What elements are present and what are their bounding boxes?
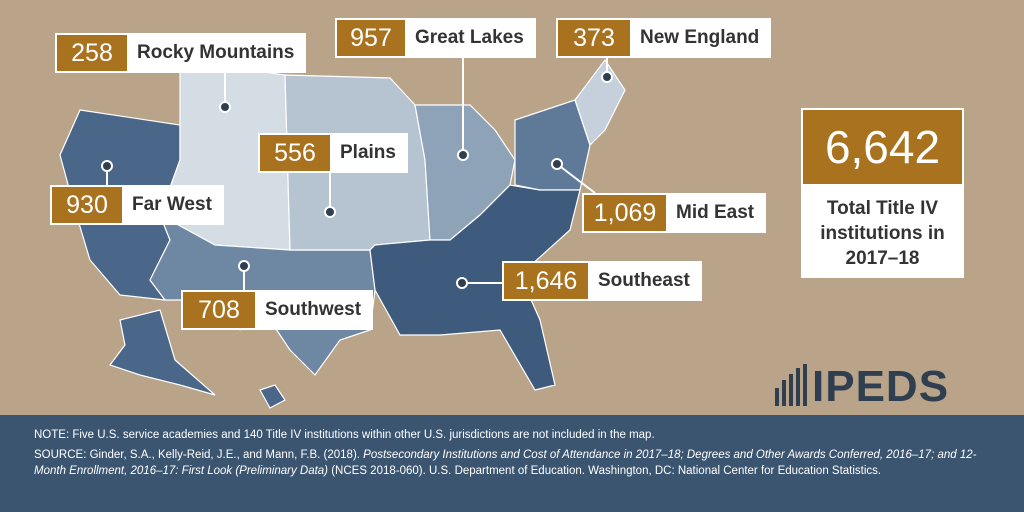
source-text: (NCES 2018-060). U.S. Department of Educ…	[328, 465, 882, 477]
region-name: Great Lakes	[405, 20, 534, 56]
region-label: 957 Great Lakes	[335, 18, 536, 58]
marker	[238, 260, 250, 272]
logo-bar	[775, 388, 779, 406]
marker	[456, 277, 468, 289]
source: SOURCE: Ginder, S.A., Kelly-Reid, J.E., …	[34, 447, 990, 479]
region-count: 930	[52, 187, 122, 223]
region-label: 1,646 Southeast	[502, 261, 702, 301]
region-name: Southwest	[255, 292, 372, 328]
logo-bar	[796, 368, 800, 406]
alaska	[109, 309, 216, 396]
region-count: 258	[57, 35, 127, 71]
marker	[324, 206, 336, 218]
new-england	[574, 58, 626, 147]
region-label: 930 Far West	[50, 185, 224, 225]
region-count: 556	[260, 135, 330, 171]
logo-bar	[789, 374, 793, 406]
source-text: SOURCE: Ginder, S.A., Kelly-Reid, J.E., …	[34, 449, 364, 461]
hawaii	[259, 384, 286, 409]
region-count: 1,646	[504, 263, 588, 299]
region-label: 556 Plains	[258, 133, 408, 173]
markers	[101, 58, 613, 290]
total-box: 6,642 Total Title IV institutions in 201…	[801, 108, 964, 278]
logo: IPEDS	[812, 362, 950, 411]
mid-east	[514, 99, 591, 191]
region-label: 258 Rocky Mountains	[55, 33, 307, 73]
marker	[551, 158, 563, 170]
logo-bar	[803, 364, 807, 406]
marker	[601, 71, 613, 83]
total-label: Total Title IV institutions in 2017–18	[820, 198, 945, 269]
marker	[101, 160, 113, 172]
region-name: Rocky Mountains	[127, 35, 305, 71]
region-count: 373	[558, 20, 630, 56]
southeast	[369, 184, 581, 391]
leader	[556, 163, 596, 194]
region-count: 708	[183, 292, 255, 328]
region-name: Mid East	[666, 195, 765, 231]
source-title: Postsecondary Institutions and Cost of A…	[34, 449, 977, 477]
region-name: New England	[630, 20, 770, 56]
note: NOTE: Five U.S. service academies and 14…	[34, 429, 655, 441]
marker	[219, 101, 231, 113]
region-name: Far West	[122, 187, 222, 223]
logo-bar	[782, 380, 786, 406]
region-label: 1,069 Mid East	[582, 193, 767, 233]
region-count: 957	[337, 20, 405, 56]
total-count: 6,642	[803, 110, 962, 184]
region-name: Plains	[330, 135, 406, 171]
logo-icon	[775, 364, 807, 406]
region-label: 708 Southwest	[181, 290, 374, 330]
marker	[457, 149, 469, 161]
regions	[59, 58, 626, 409]
region-label: 373 New England	[556, 18, 772, 58]
footer: NOTE: Five U.S. service academies and 14…	[0, 415, 1024, 512]
region-count: 1,069	[584, 195, 666, 231]
region-name: Southeast	[588, 263, 700, 299]
